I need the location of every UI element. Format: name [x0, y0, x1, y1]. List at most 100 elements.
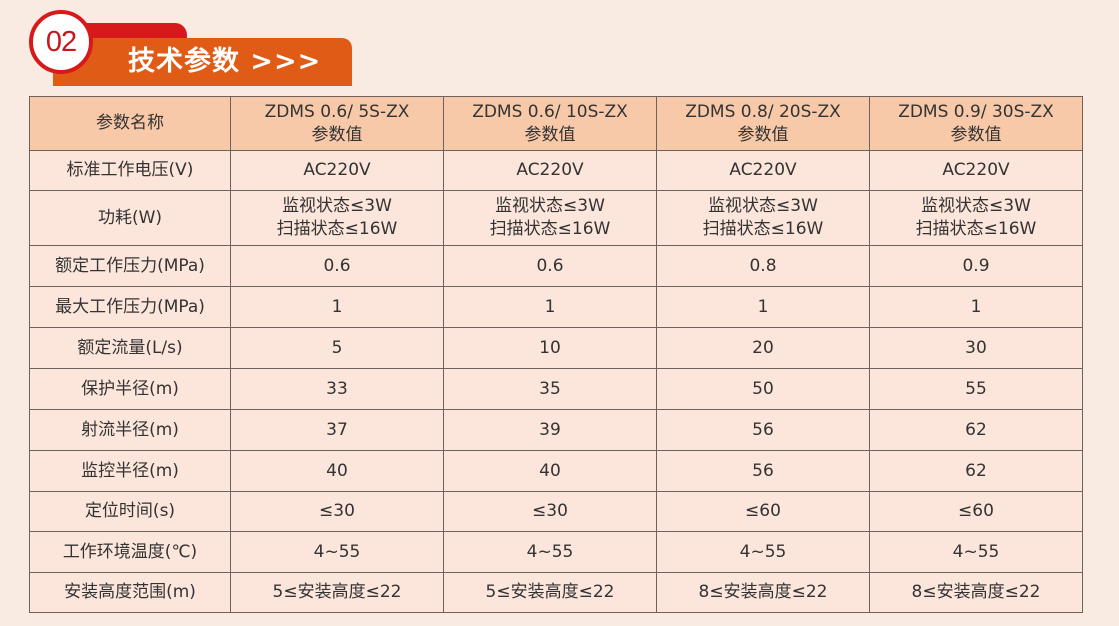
param-value-cell: 5 — [230, 327, 444, 369]
param-name-cell: 标准工作电压(V) — [29, 150, 231, 191]
param-value-cell: 8≤安装高度≤22 — [869, 572, 1083, 613]
cell-text: 监视状态≤3W — [921, 196, 1031, 216]
cell-text: 8≤安装高度≤22 — [911, 582, 1041, 602]
param-value-cell: ≤30 — [230, 491, 444, 532]
table-row: 额定工作压力(MPa) 0.6 0.6 0.8 0.9 — [29, 245, 1083, 287]
param-name-cell: 工作环境温度(℃) — [29, 531, 231, 573]
param-value-cell: 4~55 — [230, 531, 444, 573]
header-line: 参数值 — [524, 124, 576, 145]
param-name-cell: 功耗(W) — [29, 190, 231, 246]
cell-text: 0.8 — [749, 255, 777, 276]
cell-text: 4~55 — [526, 541, 574, 562]
param-name-cell: 额定流量(L/s) — [29, 327, 231, 369]
header-model-4: ZDMS 0.9/ 30S-ZX 参数值 — [869, 96, 1083, 151]
cell-text: 39 — [539, 419, 561, 440]
cell-text: 1 — [544, 296, 556, 317]
cell-text: 40 — [326, 460, 348, 481]
cell-text: 安装高度范围(m) — [64, 582, 196, 602]
cell-text: ≤30 — [319, 501, 355, 521]
spec-table: 参数名称 ZDMS 0.6/ 5S-ZX 参数值 ZDMS 0.6/ 10S-ZX 参数… — [29, 96, 1083, 613]
param-value-cell: 30 — [869, 327, 1083, 369]
param-value-cell: 55 — [869, 368, 1083, 410]
cell-text: 10 — [539, 337, 561, 358]
header-line: ZDMS 0.8/ 20S-ZX — [685, 101, 841, 122]
param-value-cell: 监视状态≤3W 扫描状态≤16W — [656, 190, 870, 246]
param-value-cell: AC220V — [443, 150, 657, 191]
cell-text: 50 — [752, 378, 774, 399]
cell-text: 标准工作电压(V) — [66, 160, 194, 180]
param-value-cell: AC220V — [230, 150, 444, 191]
param-value-cell: 5≤安装高度≤22 — [443, 572, 657, 613]
table-row: 最大工作压力(MPa) 1 1 1 1 — [29, 286, 1083, 328]
header-line: ZDMS 0.6/ 5S-ZX — [264, 101, 410, 122]
param-value-cell: 8≤安装高度≤22 — [656, 572, 870, 613]
cell-text: 定位时间(s) — [84, 501, 176, 521]
param-value-cell: 4~55 — [656, 531, 870, 573]
param-value-cell: 4~55 — [443, 531, 657, 573]
param-name-cell: 监控半径(m) — [29, 450, 231, 492]
param-value-cell: 56 — [656, 450, 870, 492]
param-value-cell: 1 — [869, 286, 1083, 328]
cell-text: 37 — [326, 419, 348, 440]
cell-text: 功耗(W) — [97, 207, 163, 228]
param-value-cell: 0.6 — [443, 245, 657, 287]
cell-text: 1 — [757, 296, 769, 317]
table-row: 定位时间(s) ≤30 ≤30 ≤60 ≤60 — [29, 491, 1083, 532]
param-value-cell: 0.8 — [656, 245, 870, 287]
header-line: ZDMS 0.9/ 30S-ZX — [898, 101, 1054, 122]
cell-text: 1 — [331, 296, 343, 317]
cell-text: 0.6 — [323, 255, 351, 276]
param-name-cell: 保护半径(m) — [29, 368, 231, 410]
param-value-cell: ≤60 — [656, 491, 870, 532]
header-line: 参数值 — [950, 124, 1002, 145]
cell-text: 扫描状态≤16W — [489, 219, 611, 239]
param-value-cell: 40 — [230, 450, 444, 492]
param-value-cell: ≤30 — [443, 491, 657, 532]
cell-text: 监视状态≤3W — [495, 196, 605, 216]
cell-text: 1 — [970, 296, 982, 317]
cell-text: 5≤安装高度≤22 — [272, 582, 402, 602]
table-row: 工作环境温度(℃) 4~55 4~55 4~55 4~55 — [29, 531, 1083, 573]
param-value-cell: 1 — [443, 286, 657, 328]
param-value-cell: 56 — [656, 409, 870, 451]
cell-text: 30 — [965, 337, 987, 358]
cell-text: 监视状态≤3W — [708, 196, 818, 216]
table-row: 安装高度范围(m) 5≤安装高度≤22 5≤安装高度≤22 8≤安装高度≤22 8≤安装… — [29, 572, 1083, 613]
table-header-row: 参数名称 ZDMS 0.6/ 5S-ZX 参数值 ZDMS 0.6/ 10S-ZX 参数… — [29, 96, 1083, 151]
param-value-cell: 35 — [443, 368, 657, 410]
param-name-cell: 定位时间(s) — [29, 491, 231, 532]
cell-text: 40 — [539, 460, 561, 481]
cell-text: 0.9 — [962, 255, 990, 276]
param-value-cell: 50 — [656, 368, 870, 410]
param-value-cell: 62 — [869, 409, 1083, 451]
header-line: ZDMS 0.6/ 10S-ZX — [472, 101, 628, 122]
table-row: 射流半径(m) 37 39 56 62 — [29, 409, 1083, 451]
header-line: 参数值 — [311, 124, 363, 145]
header-model-2: ZDMS 0.6/ 10S-ZX 参数值 — [443, 96, 657, 151]
cell-text: 20 — [752, 337, 774, 358]
cell-text: ≤60 — [745, 501, 781, 521]
param-value-cell: 0.9 — [869, 245, 1083, 287]
param-name-cell: 安装高度范围(m) — [29, 572, 231, 613]
param-value-cell: 62 — [869, 450, 1083, 492]
param-value-cell: 37 — [230, 409, 444, 451]
header-line: 参数名称 — [96, 113, 164, 133]
cell-text: 额定工作压力(MPa) — [55, 255, 205, 276]
cell-text: ≤60 — [958, 501, 994, 521]
cell-text: 射流半径(m) — [81, 419, 179, 440]
param-value-cell: 20 — [656, 327, 870, 369]
cell-text: 扫描状态≤16W — [915, 219, 1037, 239]
cell-text: 62 — [965, 460, 987, 481]
cell-text: 4~55 — [313, 541, 361, 562]
param-value-cell: 40 — [443, 450, 657, 492]
cell-text: 56 — [752, 419, 774, 440]
cell-text: 0.6 — [536, 255, 564, 276]
cell-text: AC220V — [729, 160, 797, 180]
param-value-cell: AC220V — [869, 150, 1083, 191]
param-value-cell: 监视状态≤3W 扫描状态≤16W — [869, 190, 1083, 246]
cell-text: AC220V — [303, 160, 371, 180]
cell-text: 扫描状态≤16W — [276, 219, 398, 239]
cell-text: 扫描状态≤16W — [702, 219, 824, 239]
table-row: 保护半径(m) 33 35 50 55 — [29, 368, 1083, 410]
cell-text: 62 — [965, 419, 987, 440]
